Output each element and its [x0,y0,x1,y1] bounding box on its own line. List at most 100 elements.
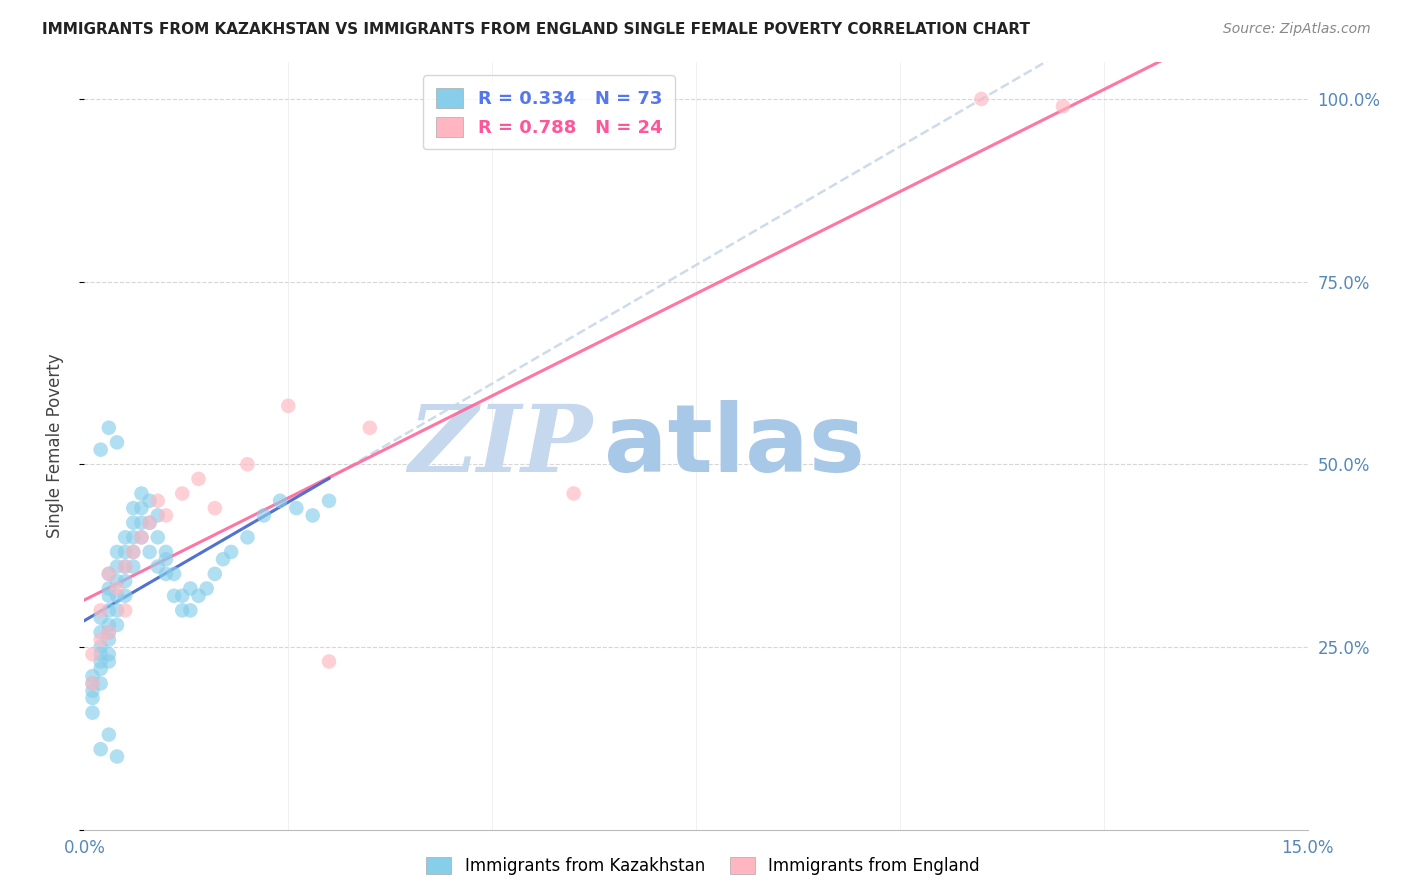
Point [105,589,128,603]
Point [122,559,145,574]
Point [90,442,112,457]
Point [122,545,145,559]
Point [105,559,128,574]
Point [82,683,104,698]
Point [97,566,120,581]
Point [277,399,299,413]
Point [253,508,276,523]
Point [138,545,160,559]
Point [163,589,186,603]
Point [131,501,153,516]
Point [97,582,120,596]
Text: ZIP: ZIP [408,401,592,491]
Point [138,493,160,508]
Point [359,421,381,435]
Text: Source: ZipAtlas.com: Source: ZipAtlas.com [1223,22,1371,37]
Point [97,625,120,640]
Legend: R = 0.334   N = 73, R = 0.788   N = 24: R = 0.334 N = 73, R = 0.788 N = 24 [423,75,675,149]
Point [187,589,209,603]
Point [90,632,112,647]
Point [90,647,112,661]
Point [90,655,112,669]
Point [970,92,993,106]
Point [318,493,340,508]
Point [562,486,585,500]
Point [97,603,120,617]
Point [82,676,104,690]
Point [97,618,120,632]
Point [97,625,120,640]
Point [97,632,120,647]
Point [105,545,128,559]
Point [114,559,136,574]
Point [122,545,145,559]
Point [204,566,226,581]
Point [155,566,177,581]
Point [105,618,128,632]
Point [219,545,242,559]
Point [131,486,153,500]
Text: IMMIGRANTS FROM KAZAKHSTAN VS IMMIGRANTS FROM ENGLAND SINGLE FEMALE POVERTY CORR: IMMIGRANTS FROM KAZAKHSTAN VS IMMIGRANTS… [42,22,1031,37]
Point [114,530,136,544]
Point [97,589,120,603]
Point [82,676,104,690]
Point [138,516,160,530]
Point [155,508,177,523]
Point [179,582,201,596]
Point [285,501,308,516]
Point [187,472,209,486]
Point [179,603,201,617]
Point [146,493,169,508]
Point [155,545,177,559]
Point [90,676,112,690]
Point [114,559,136,574]
Point [1052,99,1074,113]
Point [146,508,169,523]
Point [138,516,160,530]
Point [105,435,128,450]
Point [212,552,235,566]
Point [172,589,194,603]
Point [114,574,136,589]
Point [97,421,120,435]
Point [155,552,177,566]
Point [105,574,128,589]
Point [114,589,136,603]
Point [90,662,112,676]
Point [105,603,128,617]
Point [82,706,104,720]
Point [172,486,194,500]
Point [163,566,186,581]
Point [90,742,112,756]
Point [105,582,128,596]
Point [122,501,145,516]
Text: atlas: atlas [605,400,865,492]
Point [97,655,120,669]
Point [236,530,259,544]
Legend: Immigrants from Kazakhstan, Immigrants from England: Immigrants from Kazakhstan, Immigrants f… [418,849,988,884]
Point [146,530,169,544]
Point [90,603,112,617]
Point [122,530,145,544]
Point [97,566,120,581]
Y-axis label: Single Female Poverty: Single Female Poverty [45,354,63,538]
Point [131,516,153,530]
Point [172,603,194,617]
Point [318,655,340,669]
Point [204,501,226,516]
Point [195,582,218,596]
Point [236,457,259,471]
Point [269,493,291,508]
Point [105,749,128,764]
Point [82,691,104,706]
Point [90,640,112,654]
Point [114,545,136,559]
Point [82,669,104,683]
Point [122,516,145,530]
Point [97,647,120,661]
Point [146,559,169,574]
Point [131,530,153,544]
Point [90,610,112,624]
Point [82,647,104,661]
Point [97,728,120,742]
